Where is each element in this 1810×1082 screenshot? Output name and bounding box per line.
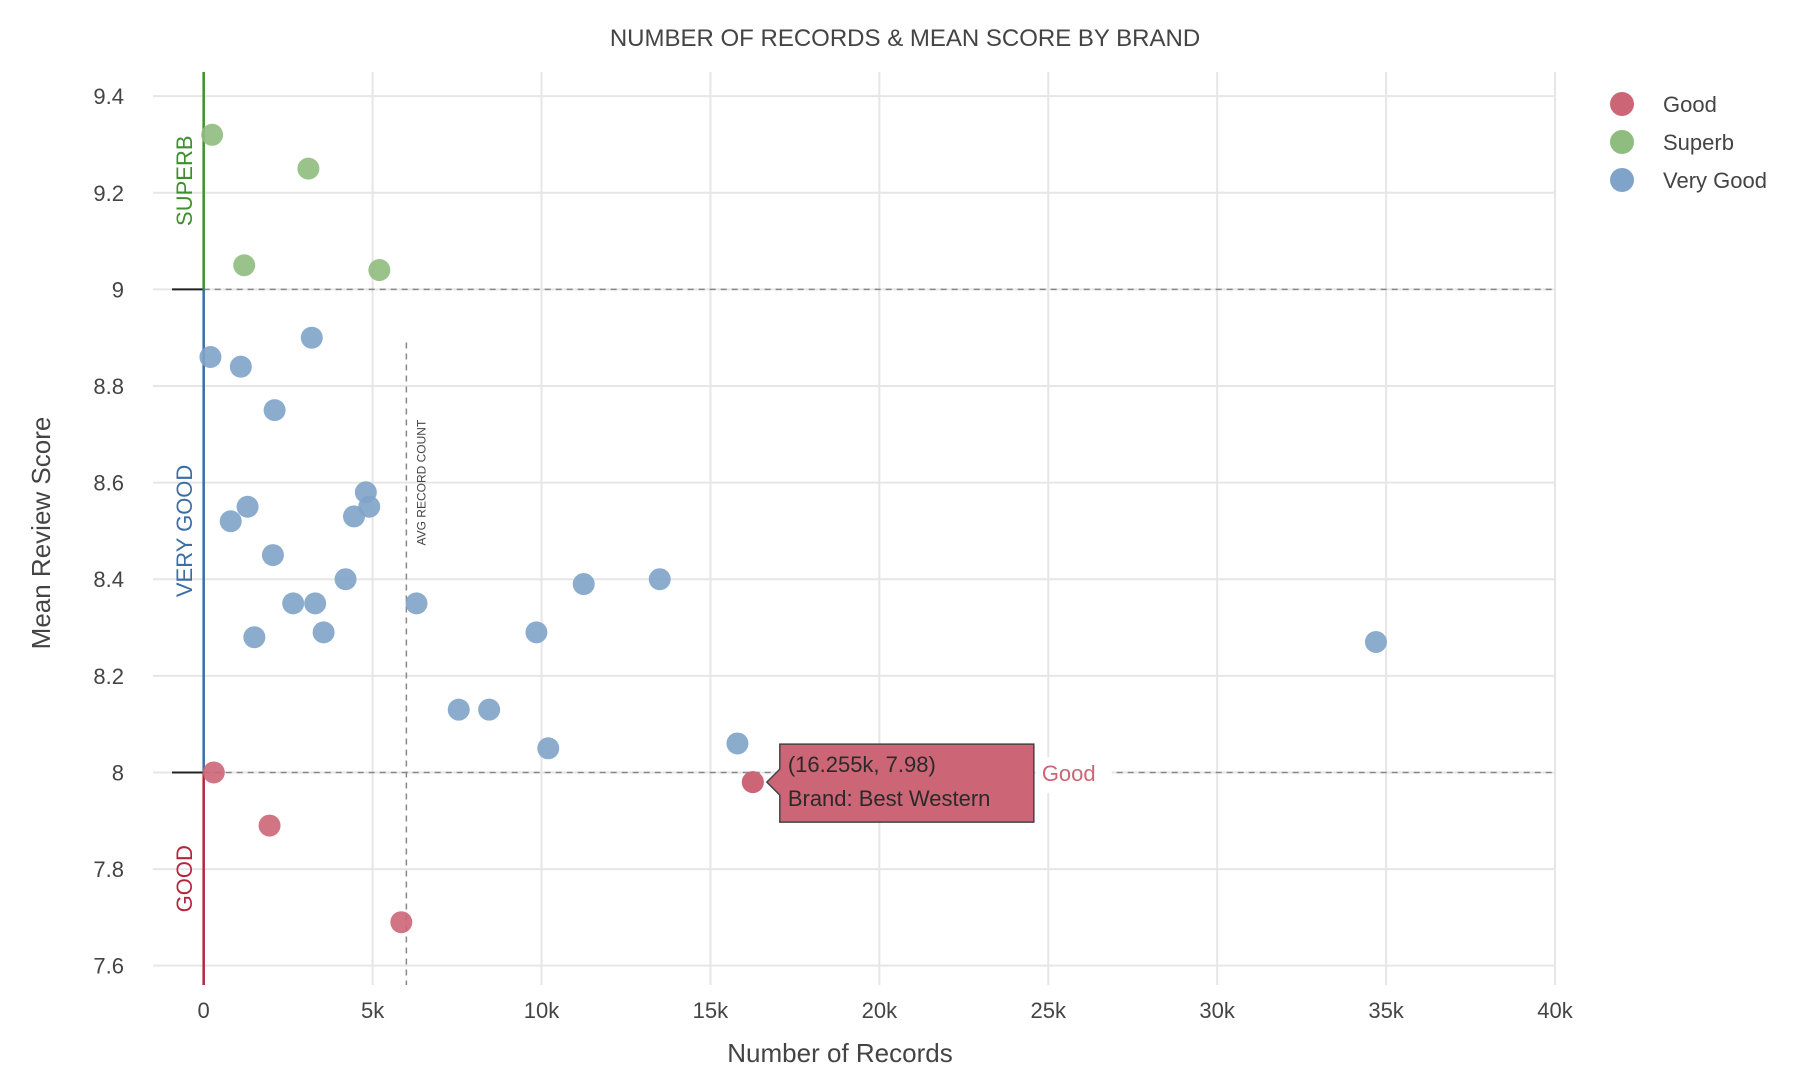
data-point-very-good [304, 592, 327, 615]
x-axis-label: Number of Records [727, 1038, 952, 1068]
data-point-very-good [263, 399, 286, 422]
data-point-very-good [243, 626, 266, 649]
y-tick-label: 9.4 [93, 84, 124, 109]
y-axis: 7.6 7.8 8 8.2 8.4 8.6 8.8 9 9.2 9.4 [93, 84, 124, 979]
data-point-good [202, 761, 225, 784]
data-point-superb [201, 123, 224, 146]
x-tick-label: 40k [1537, 998, 1573, 1023]
x-axis: 0 5k 10k 15k 20k 25k 30k 35k 40k [198, 998, 1574, 1023]
avg-record-count-label: AVG RECORD COUNT [414, 419, 428, 545]
x-tick-label: 30k [1199, 998, 1235, 1023]
hovered-data-point [741, 771, 764, 794]
data-point-very-good [229, 355, 252, 378]
data-point-very-good [312, 621, 335, 644]
data-point-very-good [1364, 631, 1387, 654]
y-axis-label: Mean Review Score [26, 417, 56, 650]
tooltip-series-bg [1035, 757, 1112, 794]
data-points [199, 123, 1387, 934]
legend-marker [1610, 130, 1634, 154]
y-tick-label: 8.6 [93, 471, 124, 496]
hover-tooltip: (16.255k, 7.98) Brand: Best Western Good [741, 743, 1112, 823]
y-tick-label: 9.2 [93, 181, 124, 206]
data-point-very-good [300, 326, 323, 349]
legend-item-good[interactable]: Good [1610, 92, 1717, 117]
x-tick-label: 5k [361, 998, 385, 1023]
legend-label: Superb [1663, 130, 1734, 155]
x-tick-label: 20k [862, 998, 898, 1023]
data-point-very-good [219, 510, 242, 533]
y-tick-label: 7.8 [93, 857, 124, 882]
x-tick-label: 15k [693, 998, 729, 1023]
data-point-very-good [572, 573, 595, 596]
tooltip-series-label: Good [1042, 761, 1096, 786]
legend-label: Very Good [1663, 168, 1767, 193]
y-tick-label: 8.8 [93, 374, 124, 399]
data-point-very-good [405, 592, 428, 615]
y-tick-label: 8.4 [93, 567, 124, 592]
y-tick-label: 9 [112, 277, 124, 302]
legend-label: Good [1663, 92, 1717, 117]
x-tick-label: 0 [198, 998, 210, 1023]
reference-lines: AVG RECORD COUNT [172, 288, 1555, 985]
data-point-very-good [334, 568, 357, 591]
x-tick-label: 25k [1031, 998, 1067, 1023]
legend-marker [1610, 168, 1634, 192]
band-label: VERY GOOD [172, 465, 197, 597]
tooltip-coordinates: (16.255k, 7.98) [788, 752, 936, 777]
data-point-very-good [282, 592, 305, 615]
data-point-good [258, 814, 281, 837]
data-point-very-good [199, 346, 222, 369]
data-point-very-good [726, 732, 749, 755]
x-tick-label: 35k [1368, 998, 1404, 1023]
data-point-good [390, 911, 413, 934]
data-point-very-good [537, 737, 560, 760]
band-label: SUPERB [172, 135, 197, 225]
data-point-superb [368, 259, 391, 282]
data-point-superb [233, 254, 256, 277]
data-point-very-good [261, 544, 284, 567]
legend-marker [1610, 92, 1634, 116]
x-tick-label: 10k [524, 998, 560, 1023]
data-point-very-good [525, 621, 548, 644]
data-point-superb [297, 157, 320, 180]
y-tick-label: 8.2 [93, 664, 124, 689]
gridlines [153, 72, 1556, 985]
tooltip-box [765, 743, 1035, 823]
tooltip-brand: Brand: Best Western [788, 786, 991, 811]
legend[interactable]: Good Superb Very Good [1610, 92, 1767, 193]
data-point-very-good [236, 495, 259, 518]
score-bands: SUPERB VERY GOOD GOOD [172, 72, 205, 985]
data-point-very-good [648, 568, 671, 591]
y-tick-label: 8 [112, 760, 124, 785]
legend-item-superb[interactable]: Superb [1610, 130, 1734, 155]
data-point-very-good [478, 698, 501, 721]
band-label: GOOD [172, 845, 197, 912]
data-point-very-good [447, 698, 470, 721]
legend-item-very-good[interactable]: Very Good [1610, 168, 1767, 193]
data-point-very-good [343, 505, 366, 528]
chart-title: NUMBER OF RECORDS & MEAN SCORE BY BRAND [610, 25, 1200, 52]
y-tick-label: 7.6 [93, 954, 124, 979]
